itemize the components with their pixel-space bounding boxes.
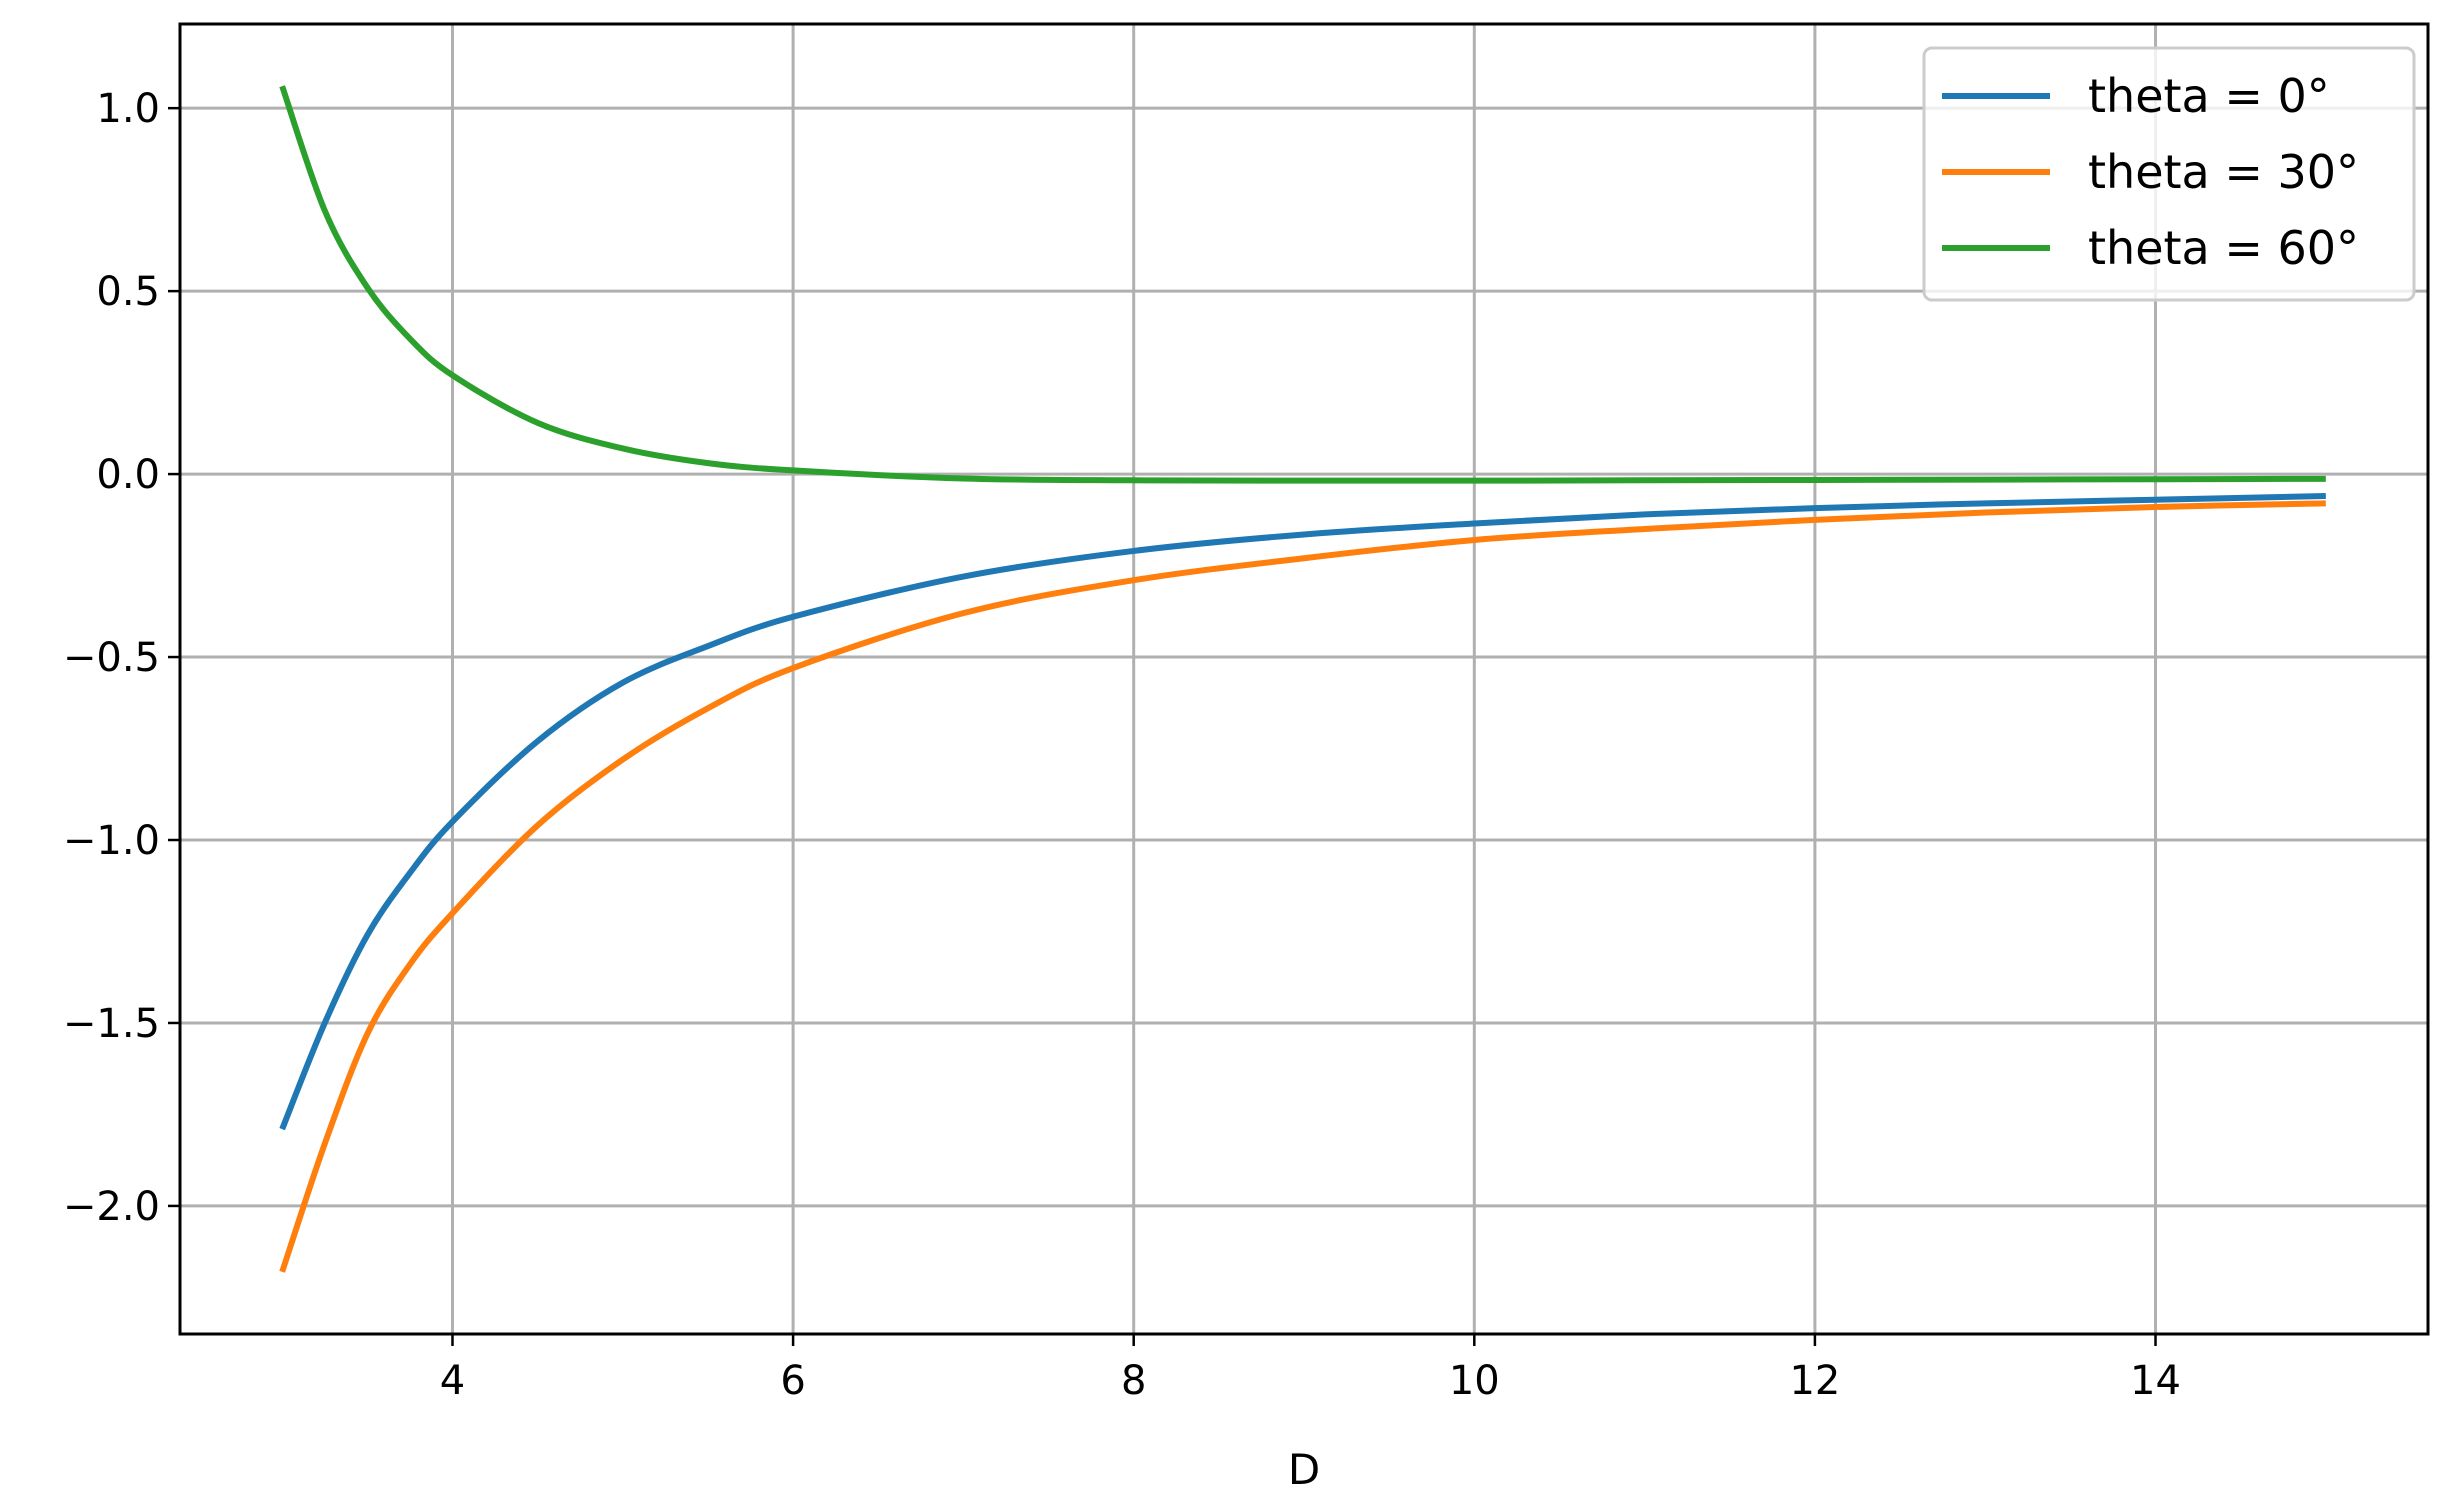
legend-label: theta = 30° — [2088, 145, 2359, 199]
x-tick-label: 6 — [780, 1358, 805, 1404]
x-tick-label: 4 — [440, 1358, 465, 1404]
x-tick-label: 14 — [2130, 1358, 2181, 1404]
y-tick-label: −2.0 — [63, 1184, 160, 1230]
series-line-theta-1 — [279, 500, 2326, 1273]
legend-label: theta = 0° — [2088, 69, 2330, 123]
x-tick-label: 10 — [1449, 1358, 1500, 1404]
plot-frame — [178, 22, 2430, 1336]
y-tick-label: 1.0 — [96, 86, 160, 132]
x-axis-label: D — [1288, 1445, 1320, 1494]
series-line-theta-2 — [279, 85, 2326, 484]
y-tick-label: −1.0 — [63, 818, 160, 864]
legend: theta = 0° theta = 30° theta = 60° — [1922, 46, 2416, 302]
y-tick-label: −1.5 — [63, 1001, 160, 1047]
series-line-theta-0 — [279, 493, 2326, 1131]
y-tick-label: −0.5 — [63, 635, 160, 681]
y-tick-label: 0.5 — [96, 269, 160, 315]
y-tick-label: 0.0 — [96, 452, 160, 498]
x-tick-label: 8 — [1121, 1358, 1146, 1404]
series-layer — [279, 85, 2326, 1273]
legend-label: theta = 60° — [2088, 221, 2359, 275]
x-tick-label: 12 — [1789, 1358, 1840, 1404]
x-axis: 4 6 8 10 12 14 — [440, 1334, 2181, 1404]
y-axis: 1.0 0.5 0.0 −0.5 −1.0 −1.5 −2.0 — [63, 86, 180, 1230]
legend-box — [1922, 46, 2416, 302]
